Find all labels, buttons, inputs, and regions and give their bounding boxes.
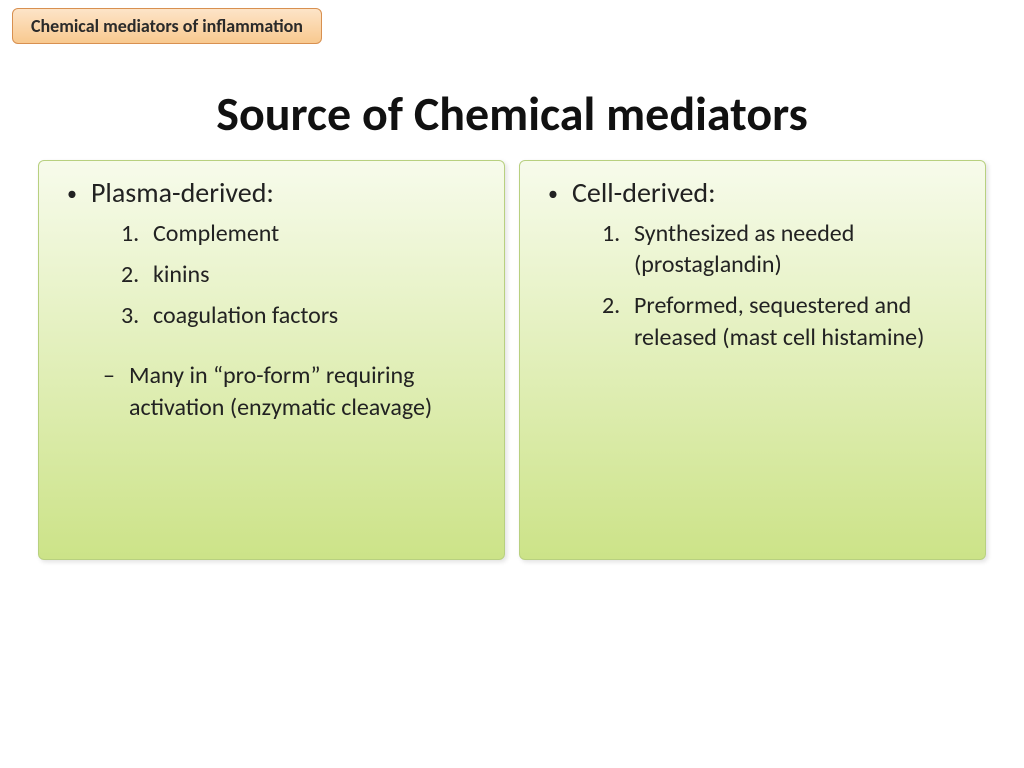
panel-cell-derived: • Cell-derived: 1. Synthesized as needed… <box>519 160 986 560</box>
list-item: 2. Preformed, sequestered and released (… <box>602 290 967 352</box>
bullet-icon: • <box>67 184 77 204</box>
header-label: Chemical mediators of inflammation <box>31 15 303 37</box>
item-number: 2. <box>121 259 153 290</box>
panel-plasma-derived: • Plasma-derived: 1. Complement 2. kinin… <box>38 160 505 560</box>
panel-container: • Plasma-derived: 1. Complement 2. kinin… <box>38 160 986 560</box>
item-text: kinins <box>153 259 210 290</box>
item-text: coagulation factors <box>153 300 338 331</box>
dash-icon: – <box>103 360 129 425</box>
item-number: 1. <box>121 218 153 249</box>
bullet-icon: • <box>548 184 558 204</box>
numbered-list: 1. Synthesized as needed (prostaglandin)… <box>602 218 967 353</box>
panel-heading-row: • Cell-derived: <box>548 175 967 210</box>
panel-heading: Cell-derived: <box>572 175 716 210</box>
list-item: 3. coagulation factors <box>121 300 486 331</box>
list-item: 1. Complement <box>121 218 486 249</box>
page-title: Source of Chemical mediators <box>0 84 1024 143</box>
header-tab: Chemical mediators of inflammation <box>12 8 322 44</box>
list-item: 2. kinins <box>121 259 486 290</box>
numbered-list: 1. Complement 2. kinins 3. coagulation f… <box>121 218 486 332</box>
item-text: Preformed, sequestered and released (mas… <box>634 290 967 352</box>
item-text: Complement <box>153 218 279 249</box>
panel-heading: Plasma-derived: <box>91 175 274 210</box>
item-number: 2. <box>602 290 634 352</box>
panel-heading-row: • Plasma-derived: <box>67 175 486 210</box>
item-text: Synthesized as needed (prostaglandin) <box>634 218 967 280</box>
item-number: 3. <box>121 300 153 331</box>
list-item: 1. Synthesized as needed (prostaglandin) <box>602 218 967 280</box>
item-number: 1. <box>602 218 634 280</box>
sub-note-text: Many in “pro-form” requiring activation … <box>129 360 486 425</box>
sub-note-row: – Many in “pro-form” requiring activatio… <box>103 360 486 425</box>
